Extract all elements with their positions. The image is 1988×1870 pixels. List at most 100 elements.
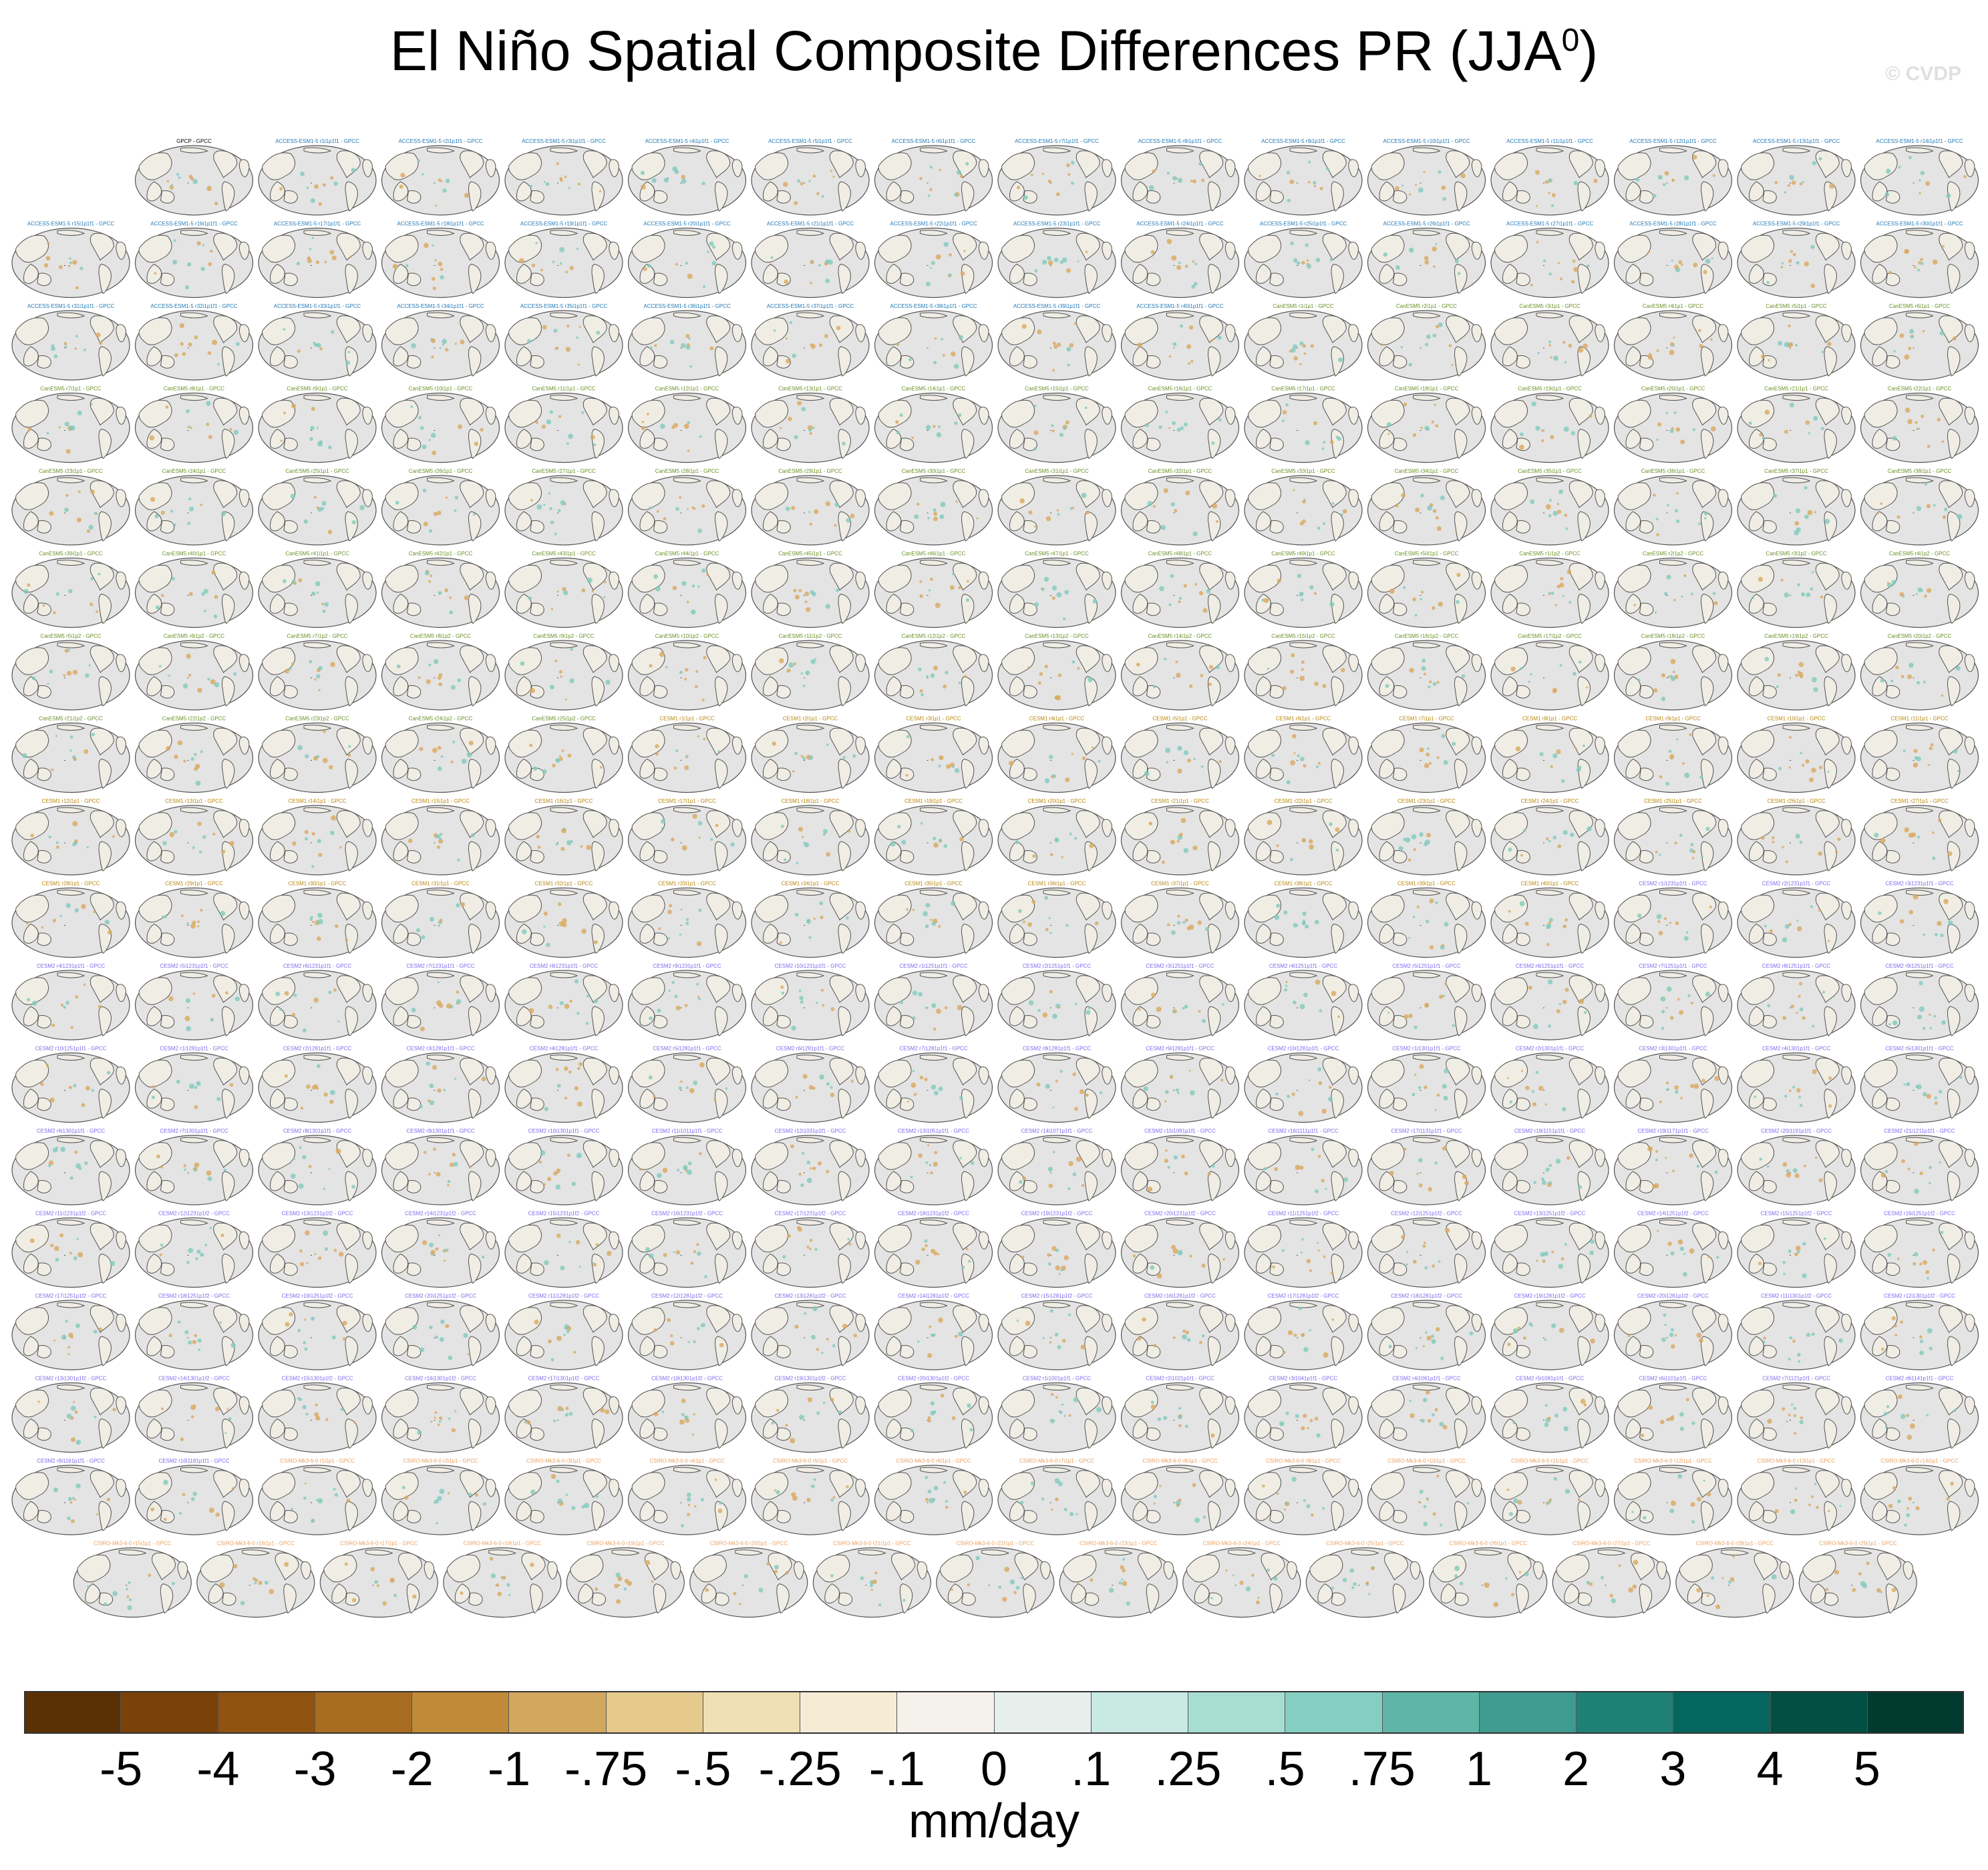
anomaly-speckle [1531,401,1536,407]
anomaly-speckle [808,428,812,432]
anomaly-speckle [945,1499,949,1503]
anomaly-speckle [299,1146,302,1149]
anomaly-speckle [798,589,802,592]
anomaly-speckle [564,1326,568,1330]
map-panel: CanESM5 r11i1p2 - GPCC [751,633,870,711]
anomaly-speckle [192,992,196,995]
anomaly-speckle [351,520,356,525]
anomaly-speckle [1788,258,1792,263]
anomaly-speckle [1174,509,1178,513]
world-map [1737,392,1856,463]
anomaly-speckle [1710,338,1713,341]
anomaly-speckle [1267,819,1273,825]
anomaly-speckle [73,757,77,761]
anomaly-speckle [432,287,436,291]
panel-label: ACCESS-ESM1-5 r28i1p1f1 - GPCC [1629,221,1716,227]
anomaly-speckle [785,506,790,512]
anomaly-speckle [434,512,438,516]
anomaly-speckle [1122,1581,1128,1586]
anomaly-speckle [1699,344,1703,349]
anomaly-speckle [194,1105,198,1109]
map-panel: ACCESS-ESM1-5 r16i1p1f1 - GPCC [134,221,254,299]
map-panel: CanESM5 r13i1p1 - GPCC [751,386,870,463]
anomaly-speckle [1810,905,1813,908]
anomaly-speckle [1523,1336,1526,1340]
anomaly-speckle [558,902,562,906]
map-panel: CanESM5 r10i1p1 - GPCC [381,386,500,463]
anomaly-speckle [1799,1007,1804,1012]
anomaly-speckle [292,841,297,846]
anomaly-speckle [1353,1582,1357,1586]
anomaly-speckle [1556,1009,1560,1014]
anomaly-speckle [933,425,936,428]
anomaly-speckle [69,1501,73,1504]
panel-label: CESM1 r12i1p1 - GPCC [42,798,100,804]
anomaly-speckle [430,1250,436,1255]
anomaly-speckle [445,1324,450,1328]
anomaly-speckle [1216,520,1218,523]
anomaly-speckle [1809,777,1814,782]
anomaly-speckle [285,1322,290,1327]
anomaly-speckle [1806,592,1811,597]
anomaly-speckle [918,1153,923,1158]
anomaly-speckle [1031,174,1033,176]
anomaly-speckle [1818,765,1823,769]
panel-label: CESM2 r18i1251p1f2 - GPCC [158,1293,230,1299]
anomaly-speckle [1548,179,1551,182]
anomaly-speckle [1301,668,1304,671]
anomaly-speckle [1457,272,1461,275]
anomaly-speckle [1206,589,1211,594]
anomaly-speckle [1564,1489,1570,1494]
anomaly-speckle [1693,262,1698,268]
anomaly-speckle [1434,1161,1438,1165]
anomaly-speckle [1789,1089,1792,1092]
panel-label: CSIRO-Mk3-6-0 r28i1p1 - GPCC [1696,1541,1774,1547]
panel-label: CanESM5 r35i1p1 - GPCC [1518,468,1582,474]
anomaly-speckle [1153,1344,1157,1348]
map-panel: CESM2 r10i1181p1f1 - GPCC [134,1458,254,1535]
anomaly-speckle [681,1413,685,1417]
anomaly-speckle [1542,1180,1546,1185]
world-map [1860,310,1979,381]
anomaly-speckle [305,1413,309,1416]
map-panel: CanESM5 r3i1p2 - GPCC [1737,551,1856,628]
anomaly-speckle [1679,1427,1684,1431]
world-map [1613,475,1733,546]
anomaly-speckle [65,903,71,908]
map-panel: CESM2 r16i1111p1f1 - GPCC [1244,1128,1363,1205]
panel-label: CanESM5 r37i1p1 - GPCC [1764,468,1828,474]
anomaly-speckle [832,176,835,178]
anomaly-speckle [541,424,546,429]
anomaly-speckle [1561,779,1565,783]
anomaly-speckle [1782,1162,1788,1167]
anomaly-speckle [1308,160,1311,164]
anomaly-speckle [1790,1509,1796,1515]
anomaly-speckle [39,1082,44,1086]
anomaly-speckle [69,261,72,264]
anomaly-speckle [1898,166,1901,169]
anomaly-speckle [1432,246,1437,252]
anomaly-speckle [1180,324,1184,328]
panel-label: CESM2 r20i1281p1f2 - GPCC [1637,1293,1709,1299]
anomaly-speckle [853,1333,858,1338]
anomaly-speckle [1552,687,1558,693]
anomaly-speckle [1551,1250,1554,1254]
anomaly-speckle [1257,1596,1260,1599]
anomaly-speckle [975,1555,980,1561]
anomaly-speckle [657,1173,662,1178]
anomaly-speckle [1033,447,1037,451]
anomaly-speckle [1441,734,1446,739]
anomaly-speckle [1732,1555,1735,1558]
anomaly-speckle [684,678,687,681]
anomaly-speckle [813,917,816,920]
anomaly-speckle [1588,1604,1591,1607]
anomaly-speckle [1560,576,1564,581]
anomaly-speckle [72,821,78,827]
world-map [997,1052,1116,1123]
anomaly-speckle [1932,856,1936,860]
anomaly-speckle [331,815,337,821]
anomaly-speckle [454,343,457,345]
anomaly-speckle [1297,754,1300,757]
anomaly-speckle [687,449,690,452]
panel-label: CESM2 r18i1231p1f2 - GPCC [898,1211,969,1217]
